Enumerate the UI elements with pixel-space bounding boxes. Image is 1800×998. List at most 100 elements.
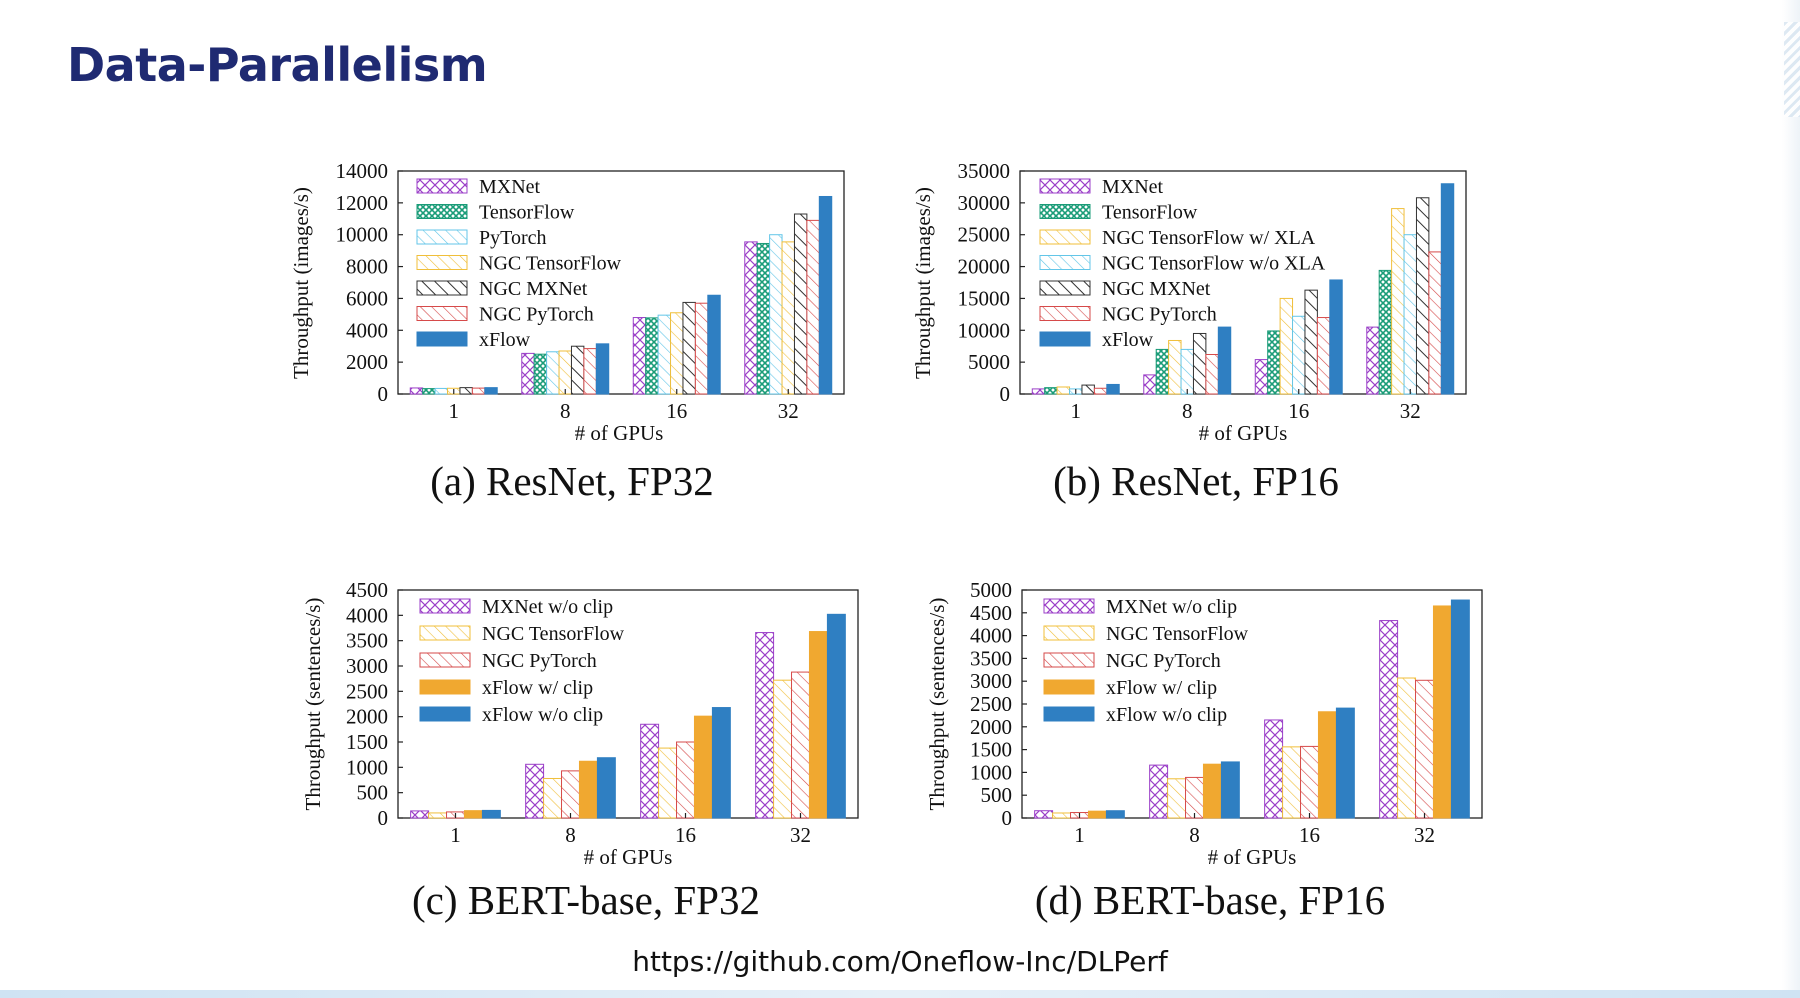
bar-xflow-32 <box>818 195 833 395</box>
y-tick-label: 14000 <box>336 159 389 183</box>
legend-label-ngc-tensorflow-w-xla: NGC TensorFlow w/ XLA <box>1102 227 1316 249</box>
legend-label-mxnet: MXNet <box>1102 176 1164 198</box>
bar-xflow-32 <box>1440 183 1455 395</box>
y-tick-label: 0 <box>378 806 389 830</box>
x-tick-label: 32 <box>778 399 799 423</box>
bar-xflow-w-clip-16 <box>1317 711 1337 819</box>
bar-mxnet-32 <box>744 241 758 395</box>
chart-caption: (c) BERT-base, FP32 <box>412 877 760 923</box>
x-tick-label: 32 <box>790 823 811 847</box>
bar-xflow-w-o-clip-1 <box>481 809 501 819</box>
x-tick-label: 32 <box>1414 823 1435 847</box>
y-tick-label: 4000 <box>346 603 388 627</box>
bar-ngc-pytorch-32 <box>791 671 810 819</box>
y-tick-label: 4000 <box>346 318 388 342</box>
bar-tensorflow-8 <box>1155 348 1170 395</box>
legend-label-tensorflow: TensorFlow <box>479 202 575 224</box>
bar-xflow-w-o-clip-8 <box>1220 761 1240 819</box>
legend-label-mxnet-w-o-clip: MXNet w/o clip <box>482 596 613 618</box>
chart-bert-fp16: 0500100015002000250030003500400045005000… <box>925 578 1483 923</box>
bar-xflow-w-clip-1 <box>463 810 483 819</box>
bar-pytorch-8 <box>546 351 560 395</box>
y-tick-label: 1000 <box>346 755 388 779</box>
bar-mxnet-w-o-clip-1 <box>1034 810 1054 819</box>
y-tick-label: 4500 <box>346 578 388 602</box>
bar-ngc-pytorch-8 <box>1205 353 1219 395</box>
y-tick-label: 2000 <box>970 715 1012 739</box>
y-tick-label: 30000 <box>958 191 1011 215</box>
bar-mxnet-w-o-clip-32 <box>1379 620 1399 819</box>
bar-ngc-tensorflow-32 <box>781 241 795 395</box>
legend-label-xflow-w-clip: xFlow w/ clip <box>482 677 593 699</box>
bar-xflow-w-o-clip-1 <box>1105 810 1125 819</box>
legend-swatch-pytorch <box>416 229 468 245</box>
bar-ngc-tensorflow-32 <box>773 679 793 819</box>
bar-xflow-1 <box>484 387 498 395</box>
plot-frame <box>397 589 859 819</box>
legend-label-xflow: xFlow <box>479 329 531 351</box>
footer-url[interactable]: https://github.com/Oneflow-Inc/DLPerf <box>632 945 1168 978</box>
y-tick-label: 3000 <box>346 654 388 678</box>
chart-caption: (a) ResNet, FP32 <box>430 458 714 504</box>
legend-swatch-xflow-w-o-clip <box>1043 706 1095 722</box>
bar-ngc-tensorflow-w-xla-16 <box>1279 297 1294 395</box>
y-tick-label: 6000 <box>346 286 388 310</box>
y-tick-label: 0 <box>1002 806 1013 830</box>
y-tick-label: 0 <box>1000 382 1011 406</box>
bar-mxnet-1 <box>409 387 424 395</box>
decorative-stripes <box>1784 22 1800 117</box>
x-tick-label: 8 <box>1182 399 1193 423</box>
y-tick-label: 35000 <box>958 159 1011 183</box>
x-tick-label: 8 <box>565 823 576 847</box>
bar-mxnet-1 <box>1031 388 1046 395</box>
bar-ngc-tensorflow-w-xla-1 <box>1056 386 1071 395</box>
bar-mxnet-w-o-clip-1 <box>410 810 430 819</box>
y-tick-label: 0 <box>378 382 389 406</box>
x-tick-label: 1 <box>449 399 460 423</box>
bar-ngc-pytorch-32 <box>1415 679 1434 819</box>
y-tick-label: 10000 <box>336 223 389 247</box>
legend-label-ngc-pytorch: NGC PyTorch <box>1106 650 1221 672</box>
bar-xflow-16 <box>1329 279 1343 395</box>
bar-ngc-mxnet-8 <box>1192 332 1207 395</box>
legend-swatch-ngc-tensorflow-w-xla <box>1039 229 1091 245</box>
y-tick-label: 5000 <box>970 578 1012 602</box>
bar-xflow-16 <box>707 294 721 395</box>
right-edge-strip <box>1782 0 1800 998</box>
y-tick-label: 500 <box>357 781 389 805</box>
y-tick-label: 5000 <box>968 350 1010 374</box>
bar-xflow-w-o-clip-16 <box>1335 707 1355 819</box>
bar-ngc-mxnet-1 <box>1081 384 1095 395</box>
bar-pytorch-16 <box>657 314 672 395</box>
legend-label-ngc-pytorch: NGC PyTorch <box>1102 304 1217 326</box>
plot-frame <box>397 170 845 395</box>
x-tick-label: 8 <box>560 399 571 423</box>
y-tick-label: 1500 <box>346 730 388 754</box>
bar-xflow-8 <box>1217 326 1232 395</box>
x-tick-label: 32 <box>1400 399 1421 423</box>
bar-mxnet-w-o-clip-16 <box>640 723 660 819</box>
legend-swatch-ngc-tensorflow <box>416 255 468 270</box>
x-axis-label: # of GPUs <box>1199 421 1288 445</box>
x-tick-label: 16 <box>675 823 696 847</box>
plot-frame <box>1019 170 1467 395</box>
y-tick-label: 4000 <box>970 624 1012 648</box>
legend-swatch-xflow-w-clip <box>419 679 471 695</box>
bar-mxnet-8 <box>521 352 535 395</box>
legend-swatch-xflow <box>416 331 468 347</box>
legend-label-xflow: xFlow <box>1102 329 1154 351</box>
bar-ngc-tensorflow-w-o-xla-16 <box>1292 315 1306 395</box>
bar-ngc-pytorch-16 <box>676 741 695 819</box>
legend-label-xflow-w-clip: xFlow w/ clip <box>1106 677 1217 699</box>
y-tick-label: 3500 <box>970 646 1012 670</box>
y-axis-label: Throughput (sentences/s) <box>925 598 949 811</box>
bar-ngc-pytorch-1 <box>471 387 486 395</box>
bar-ngc-tensorflow-16 <box>1282 746 1302 819</box>
bottom-bar <box>0 990 1800 998</box>
bar-ngc-tensorflow-32 <box>1397 677 1417 819</box>
bar-ngc-tensorflow-w-xla-8 <box>1168 339 1182 395</box>
y-tick-label: 8000 <box>346 255 388 279</box>
legend-swatch-ngc-pytorch <box>419 652 471 668</box>
x-axis-label: # of GPUs <box>575 421 664 445</box>
